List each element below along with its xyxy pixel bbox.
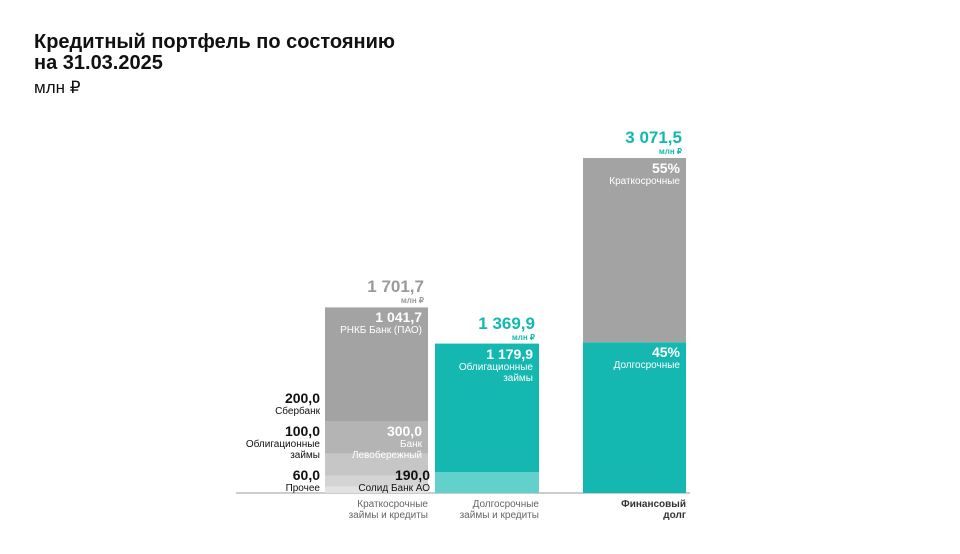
segment-label: 45% Долгосрочные bbox=[583, 344, 680, 372]
segment-label: 190,0 Солид Банк АО bbox=[330, 467, 430, 495]
bar-segment bbox=[325, 421, 428, 454]
segment-name: РНКБ Банк (ПАО) bbox=[340, 325, 422, 337]
segment-label: 200,0 Сбербанк bbox=[220, 390, 320, 418]
segment-name: Сбербанк bbox=[275, 406, 320, 417]
bar-segment bbox=[325, 307, 428, 422]
total-value: 1 369,9 bbox=[478, 313, 535, 333]
segment-name: Солид Банк АО bbox=[358, 483, 430, 494]
segment-value: 60,0 bbox=[292, 467, 320, 483]
segment-name: Прочее bbox=[285, 483, 320, 494]
subtitle: млн ₽ bbox=[34, 78, 81, 97]
total-unit: млн ₽ bbox=[658, 147, 682, 156]
segment-value: 300,0 bbox=[386, 423, 422, 440]
segment-name: Облигационные займы bbox=[245, 439, 320, 461]
segment-name: Банк Левобережный bbox=[351, 439, 422, 462]
bar-segment bbox=[325, 486, 428, 493]
segment-label: 300,0 Банк Левобережный bbox=[325, 423, 422, 462]
bar-segment bbox=[435, 343, 539, 473]
segment-label: 100,0 Облигационные займы bbox=[220, 423, 320, 462]
segment-value: 190,0 bbox=[394, 467, 430, 483]
segment-value: 100,0 bbox=[284, 423, 320, 439]
bar-segment bbox=[583, 342, 686, 493]
segment-value: 55% bbox=[651, 160, 680, 176]
segment-label: 60,0 Прочее bbox=[220, 467, 320, 495]
total-label: 3 071,5 млн ₽ bbox=[583, 128, 682, 157]
total-value: 3 071,5 bbox=[625, 128, 682, 147]
total-value: 1 701,7 bbox=[367, 277, 424, 297]
segment-label: 1 041,7 РНКБ Банк (ПАО) bbox=[325, 309, 422, 337]
segment-value: 45% bbox=[651, 344, 680, 361]
x-tick-label: Долгосрочные займы и кредиты bbox=[459, 499, 539, 521]
segment-label: 1 179,9 Облигационные займы bbox=[435, 345, 533, 384]
segment-name: Краткосрочные bbox=[609, 176, 680, 187]
bar-segment bbox=[435, 472, 539, 493]
segment-name: Долгосрочные bbox=[613, 360, 680, 372]
segment-name: Облигационные займы bbox=[458, 361, 533, 384]
bar-segment bbox=[325, 475, 428, 487]
segment-value: 1 179,9 bbox=[486, 345, 533, 362]
total-label: 1 369,9 млн ₽ bbox=[435, 313, 535, 342]
title: Кредитный портфель по состоянию на 31.03… bbox=[34, 31, 395, 74]
x-tick-label: Финансовый долг bbox=[621, 499, 686, 521]
total-unit: млн ₽ bbox=[511, 332, 535, 342]
bar-segment bbox=[325, 453, 428, 476]
segment-label: 55% Краткосрочные bbox=[583, 160, 680, 188]
segment-value: 200,0 bbox=[284, 390, 320, 406]
x-tick-label: Краткосрочные займы и кредиты bbox=[348, 499, 428, 521]
total-label: 1 701,7 млн ₽ bbox=[325, 277, 424, 306]
total-unit: млн ₽ bbox=[400, 296, 424, 306]
segment-value: 1 041,7 bbox=[375, 309, 422, 326]
bar-segment bbox=[583, 158, 686, 343]
